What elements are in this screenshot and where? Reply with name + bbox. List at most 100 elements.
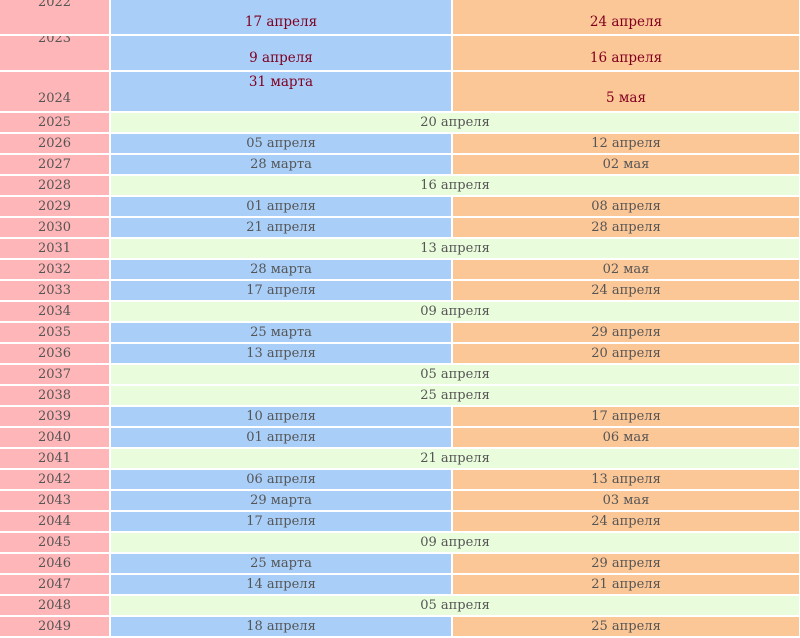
orthodox-easter-cell: 25 апреля [452, 616, 800, 638]
table-row: 2033 17 апреля 24 апреля [0, 280, 800, 302]
year-cell: 2040 [0, 427, 111, 449]
western-easter-cell: 25 марта [110, 322, 453, 344]
year-cell: 2022 [0, 0, 111, 36]
year-cell: 2048 [0, 595, 111, 617]
table-row: 2025 20 апреля [0, 112, 800, 134]
year-cell: 2035 [0, 322, 111, 344]
orthodox-easter-cell: 24 апреля [452, 280, 800, 302]
western-easter-cell: 01 апреля [110, 196, 453, 218]
table-row: 2041 21 апреля [0, 448, 800, 470]
western-easter-cell: 10 апреля [110, 406, 453, 428]
table-row: 2042 06 апреля 13 апреля [0, 469, 800, 491]
western-easter-cell: 29 марта [110, 490, 453, 512]
orthodox-easter-cell: 02 мая [452, 154, 800, 176]
western-easter-cell: 18 апреля [110, 616, 453, 638]
western-easter-cell: 28 марта [110, 259, 453, 281]
orthodox-easter-cell: 24 апреля [452, 511, 800, 533]
western-easter-cell: 17 апреля [110, 511, 453, 533]
table-row: 2038 25 апреля [0, 385, 800, 407]
year-cell: 2025 [0, 112, 111, 134]
western-easter-cell: 01 апреля [110, 427, 453, 449]
orthodox-easter-cell: 28 апреля [452, 217, 800, 239]
western-easter-cell: 17 апреля [110, 0, 453, 36]
year-cell: 2033 [0, 280, 111, 302]
orthodox-easter-cell: 13 апреля [452, 469, 800, 491]
orthodox-easter-cell: 21 апреля [452, 574, 800, 596]
western-easter-cell: 25 марта [110, 553, 453, 575]
year-cell: 2030 [0, 217, 111, 239]
shared-easter-cell: 05 апреля [110, 364, 800, 386]
table-row: 2039 10 апреля 17 апреля [0, 406, 800, 428]
table-row: 2046 25 марта 29 апреля [0, 553, 800, 575]
year-cell: 2039 [0, 406, 111, 428]
western-easter-cell: 28 марта [110, 154, 453, 176]
orthodox-easter-cell: 08 апреля [452, 196, 800, 218]
orthodox-easter-cell: 29 апреля [452, 322, 800, 344]
table-row: 2048 05 апреля [0, 595, 800, 617]
year-cell: 2028 [0, 175, 111, 197]
orthodox-easter-cell: 03 мая [452, 490, 800, 512]
table-row: 2045 09 апреля [0, 532, 800, 554]
table-row: 2024 31 марта 5 мая [0, 71, 800, 113]
shared-easter-cell: 20 апреля [110, 112, 800, 134]
year-cell: 2024 [0, 71, 111, 113]
western-easter-cell: 9 апреля [110, 35, 453, 72]
table-row: 2030 21 апреля 28 апреля [0, 217, 800, 239]
table-row: 2034 09 апреля [0, 301, 800, 323]
shared-easter-cell: 16 апреля [110, 175, 800, 197]
table-row: 2028 16 апреля [0, 175, 800, 197]
orthodox-easter-cell: 5 мая [452, 71, 800, 113]
year-cell: 2023 [0, 35, 111, 72]
table-row: 2049 18 апреля 25 апреля [0, 616, 800, 638]
year-cell: 2038 [0, 385, 111, 407]
year-cell: 2044 [0, 511, 111, 533]
shared-easter-cell: 09 апреля [110, 532, 800, 554]
western-easter-cell: 21 апреля [110, 217, 453, 239]
year-cell: 2029 [0, 196, 111, 218]
table-row: 2036 13 апреля 20 апреля [0, 343, 800, 365]
year-cell: 2034 [0, 301, 111, 323]
year-cell: 2042 [0, 469, 111, 491]
shared-easter-cell: 13 апреля [110, 238, 800, 260]
table-row: 2023 9 апреля 16 апреля [0, 35, 800, 72]
year-cell: 2036 [0, 343, 111, 365]
year-cell: 2037 [0, 364, 111, 386]
western-easter-cell: 13 апреля [110, 343, 453, 365]
orthodox-easter-cell: 24 апреля [452, 0, 800, 36]
table-row: 2040 01 апреля 06 мая [0, 427, 800, 449]
table-row: 2044 17 апреля 24 апреля [0, 511, 800, 533]
year-cell: 2032 [0, 259, 111, 281]
orthodox-easter-cell: 12 апреля [452, 133, 800, 155]
shared-easter-cell: 05 апреля [110, 595, 800, 617]
table-row: 2047 14 апреля 21 апреля [0, 574, 800, 596]
orthodox-easter-cell: 20 апреля [452, 343, 800, 365]
year-cell: 2031 [0, 238, 111, 260]
year-cell: 2026 [0, 133, 111, 155]
table-row: 2026 05 апреля 12 апреля [0, 133, 800, 155]
year-cell: 2043 [0, 490, 111, 512]
orthodox-easter-cell: 06 мая [452, 427, 800, 449]
table-row: 2022 17 апреля 24 апреля [0, 0, 800, 36]
table-row: 2035 25 марта 29 апреля [0, 322, 800, 344]
orthodox-easter-cell: 16 апреля [452, 35, 800, 72]
shared-easter-cell: 25 апреля [110, 385, 800, 407]
table-row: 2037 05 апреля [0, 364, 800, 386]
year-cell: 2046 [0, 553, 111, 575]
table-row: 2032 28 марта 02 мая [0, 259, 800, 281]
year-cell: 2045 [0, 532, 111, 554]
western-easter-cell: 17 апреля [110, 280, 453, 302]
year-cell: 2041 [0, 448, 111, 470]
orthodox-easter-cell: 02 мая [452, 259, 800, 281]
orthodox-easter-cell: 29 апреля [452, 553, 800, 575]
western-easter-cell: 05 апреля [110, 133, 453, 155]
orthodox-easter-cell: 17 апреля [452, 406, 800, 428]
table-row: 2043 29 марта 03 мая [0, 490, 800, 512]
year-cell: 2027 [0, 154, 111, 176]
table-row: 2027 28 марта 02 мая [0, 154, 800, 176]
shared-easter-cell: 21 апреля [110, 448, 800, 470]
year-cell: 2049 [0, 616, 111, 638]
table-row: 2031 13 апреля [0, 238, 800, 260]
shared-easter-cell: 09 апреля [110, 301, 800, 323]
western-easter-cell: 06 апреля [110, 469, 453, 491]
